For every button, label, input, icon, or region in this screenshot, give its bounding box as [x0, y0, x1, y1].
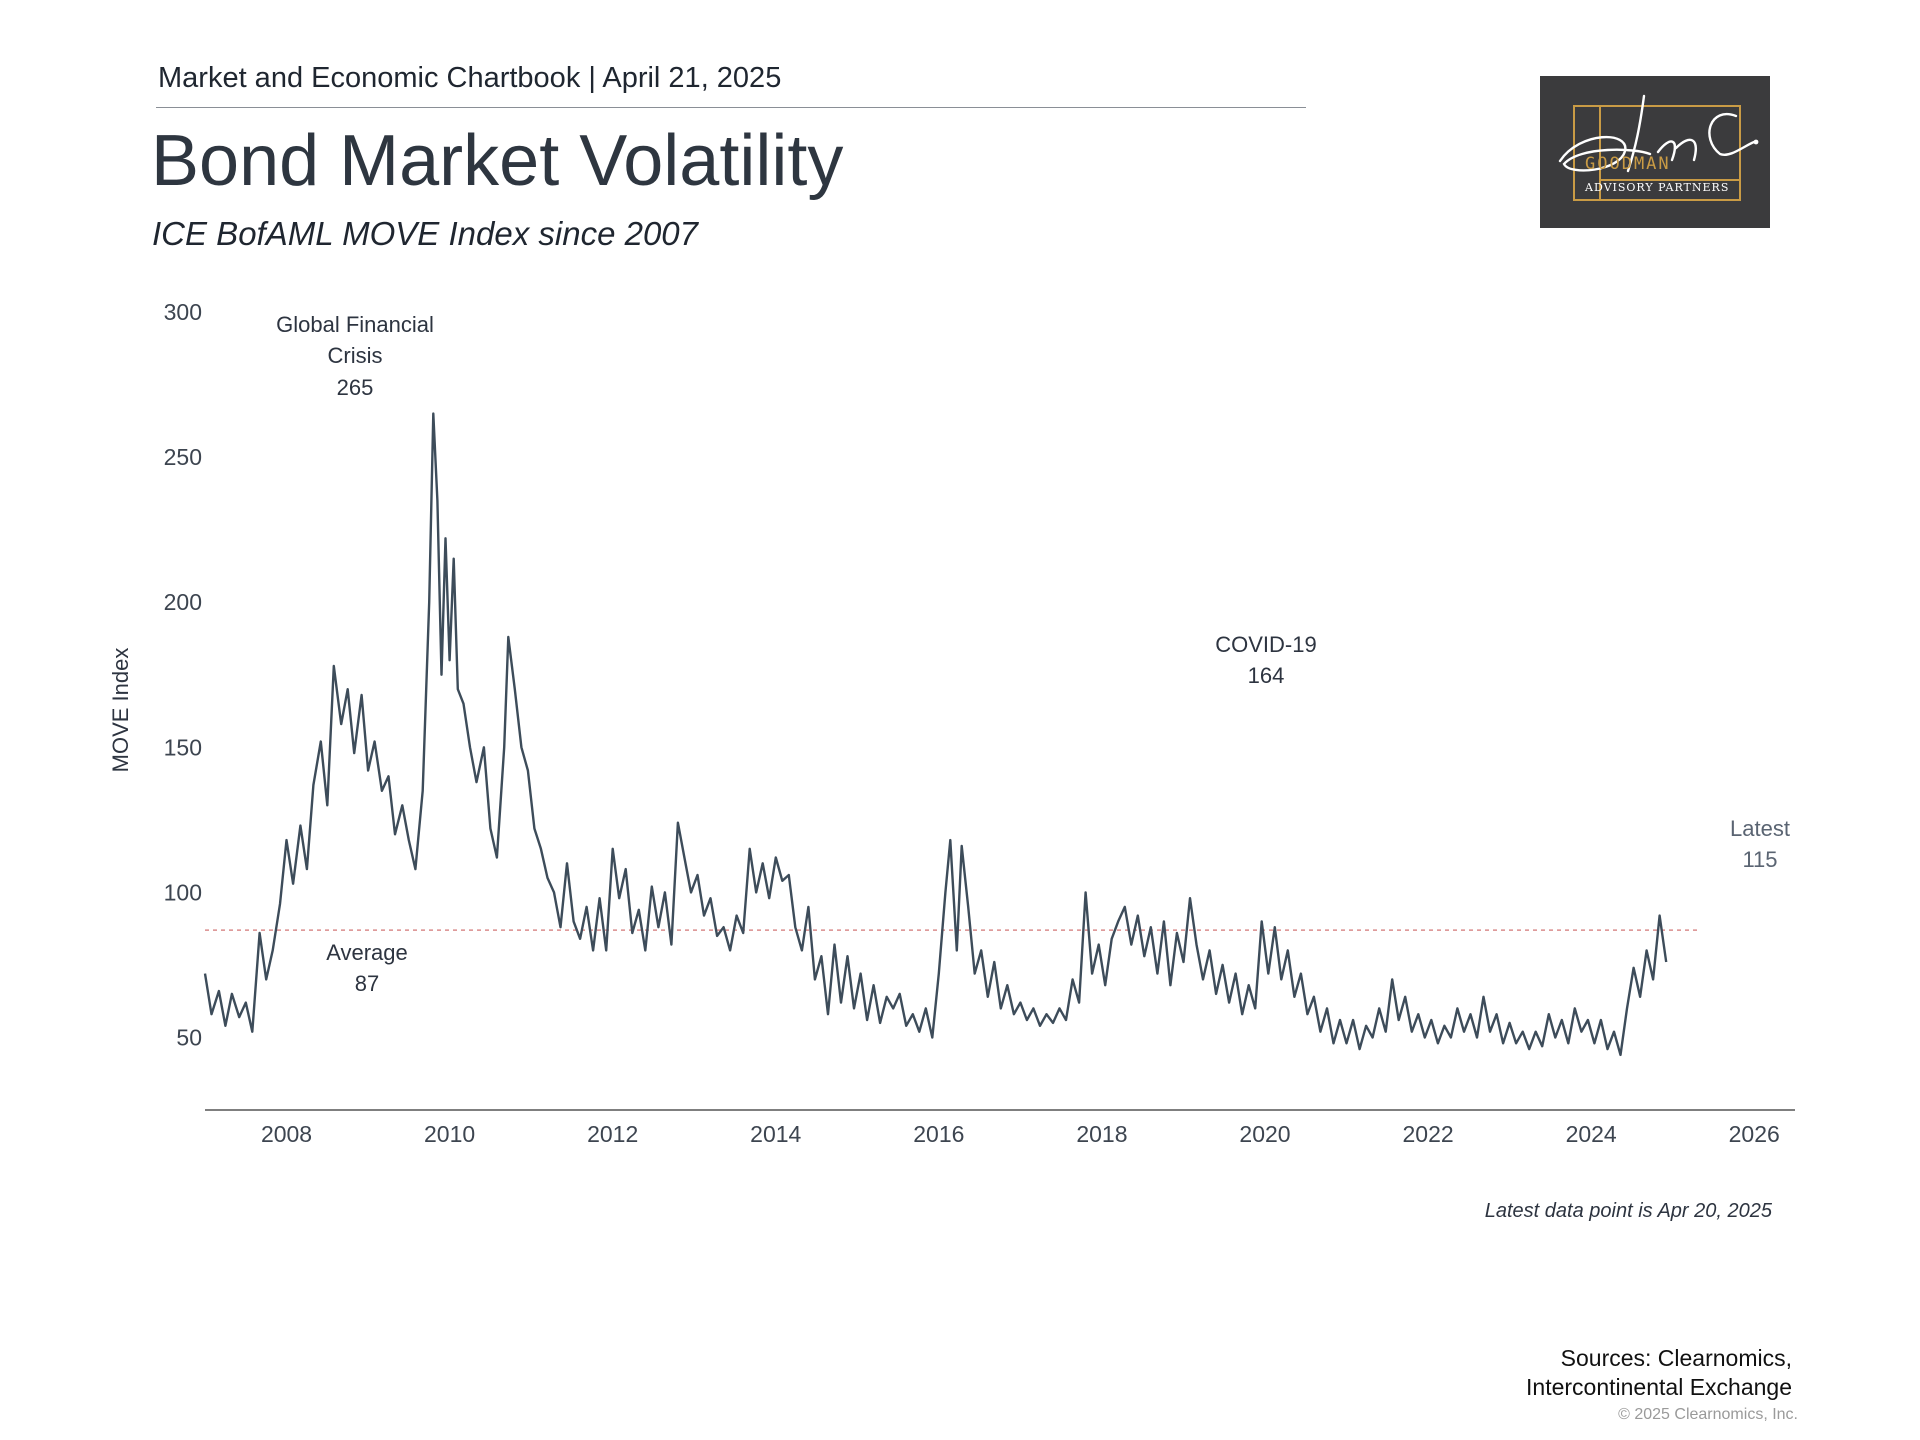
annotation-gfc-value: 265 [337, 375, 374, 400]
y-tick-label: 150 [164, 734, 202, 760]
logo-tagline: ADVISORY PARTNERS [1585, 181, 1730, 194]
x-tick-label: 2026 [1729, 1121, 1780, 1147]
x-tick-label: 2012 [587, 1121, 638, 1147]
annotation-average-value: 87 [355, 971, 379, 996]
page-subtitle: ICE BofAML MOVE Index since 2007 [152, 215, 698, 252]
y-tick-label: 250 [164, 444, 202, 470]
chartbook-header: Market and Economic Chartbook | April 21… [158, 62, 782, 94]
y-tick-label: 300 [164, 299, 202, 325]
x-tick-label: 2008 [261, 1121, 312, 1147]
signature-mark [1558, 94, 1756, 173]
page-title: Bond Market Volatility [151, 121, 844, 201]
x-tick-label: 2024 [1566, 1121, 1617, 1147]
annotation-latest-value: 115 [1742, 847, 1777, 872]
annotation-covid-value: 164 [1248, 663, 1285, 688]
annotation-latest-label: Latest [1730, 816, 1790, 841]
y-tick-label: 50 [176, 1024, 202, 1050]
annotation-gfc-line1: Global Financial [276, 312, 434, 337]
annotation-covid-label: COVID-19 [1215, 632, 1316, 657]
x-axis: 2008 2010 2012 2014 2016 2018 2020 2022 2024 2026 [261, 1121, 1780, 1147]
signature-dot [1753, 139, 1759, 145]
x-tick-label: 2014 [750, 1121, 801, 1147]
move-index-series-line [203, 412, 1668, 1057]
x-tick-label: 2020 [1239, 1121, 1290, 1147]
x-tick-label: 2010 [424, 1121, 475, 1147]
x-tick-label: 2016 [913, 1121, 964, 1147]
y-axis: 50 100 150 200 250 300 [164, 299, 202, 1050]
logo-graphic [1558, 94, 1759, 201]
latest-data-note: Latest data point is Apr 20, 2025 [1484, 1200, 1772, 1222]
annotation-gfc-line2: Crisis [328, 343, 383, 368]
sources-line-1: Sources: Clearnomics, [1560, 1345, 1792, 1371]
logo-wordmark: GOODMAN [1585, 154, 1671, 174]
company-logo [1540, 76, 1770, 228]
header-divider [156, 107, 1306, 108]
copyright-notice: © 2025 Clearnomics, Inc. [1618, 1406, 1798, 1423]
sources-line-2: Intercontinental Exchange [1526, 1374, 1792, 1400]
annotation-average-label: Average [326, 940, 408, 965]
x-tick-label: 2022 [1402, 1121, 1453, 1147]
y-tick-label: 100 [164, 879, 202, 905]
y-tick-label: 200 [164, 589, 202, 615]
sources-block: Sources: Clearnomics, Intercontinental E… [1192, 1344, 1792, 1402]
x-tick-label: 2018 [1076, 1121, 1127, 1147]
y-axis-label: MOVE Index [108, 648, 133, 773]
logo-frame [1573, 105, 1741, 201]
